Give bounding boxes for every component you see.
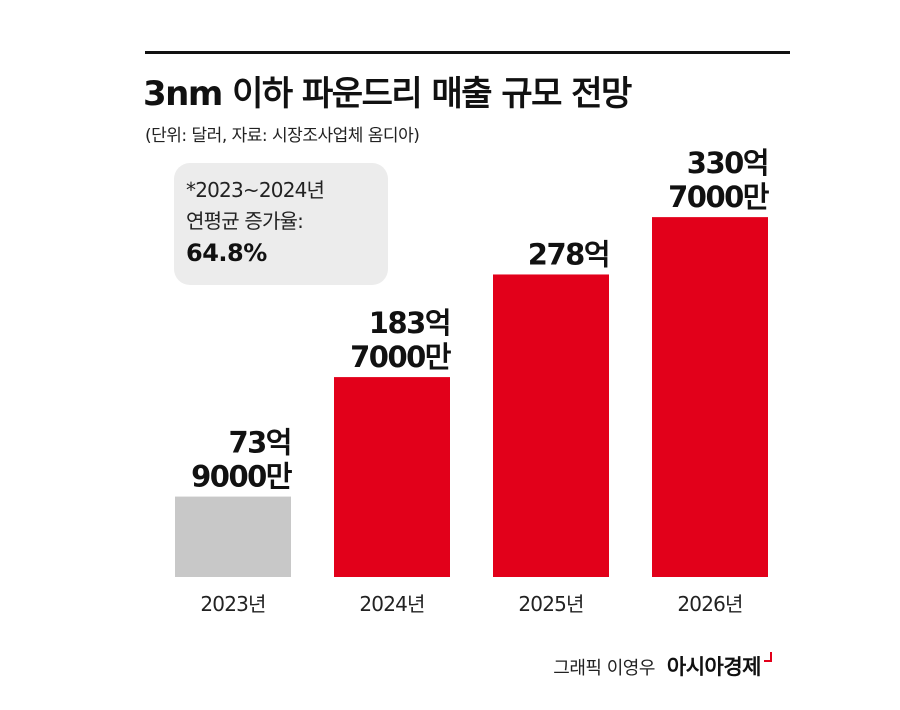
note-line-period: *2023~2024년 (186, 178, 325, 202)
bar-2 (493, 274, 609, 577)
data-label-3-0: 330억 (687, 146, 768, 180)
chart-subtitle: (단위: 달러, 자료: 시장조사업체 옴디아) (145, 126, 420, 146)
x-tick-label-0: 2023년 (200, 592, 265, 616)
x-tick-label-1: 2024년 (359, 592, 424, 616)
data-label-1-0: 183억 (369, 306, 450, 340)
x-tick-label-3: 2026년 (677, 592, 742, 616)
brand-mark-icon (764, 652, 772, 662)
data-label-0-1: 9000만 (191, 460, 293, 494)
graphic-credit: 그래픽 이영우 (553, 658, 655, 679)
bar-0 (175, 496, 291, 577)
note-value: 64.8% (186, 239, 267, 267)
note-line-label: 연평균 증가율: (186, 209, 304, 233)
data-label-0-0: 73억 (228, 426, 291, 460)
brand-logo: 아시아경제 (666, 655, 762, 679)
x-tick-label-2: 2025년 (518, 592, 583, 616)
footer: 그래픽 이영우 아시아경제 (553, 651, 772, 681)
top-rule (145, 51, 790, 54)
bar-1 (334, 377, 450, 577)
growth-rate-note: *2023~2024년 연평균 증가율: 64.8% (174, 163, 388, 285)
bar-3 (652, 217, 768, 577)
data-label-1-1: 7000만 (350, 340, 452, 374)
data-label-3-1: 7000만 (668, 180, 770, 214)
chart-title: 3nm 이하 파운드리 매출 규모 전망 (143, 74, 632, 114)
data-label-2-0: 278억 (528, 237, 609, 271)
